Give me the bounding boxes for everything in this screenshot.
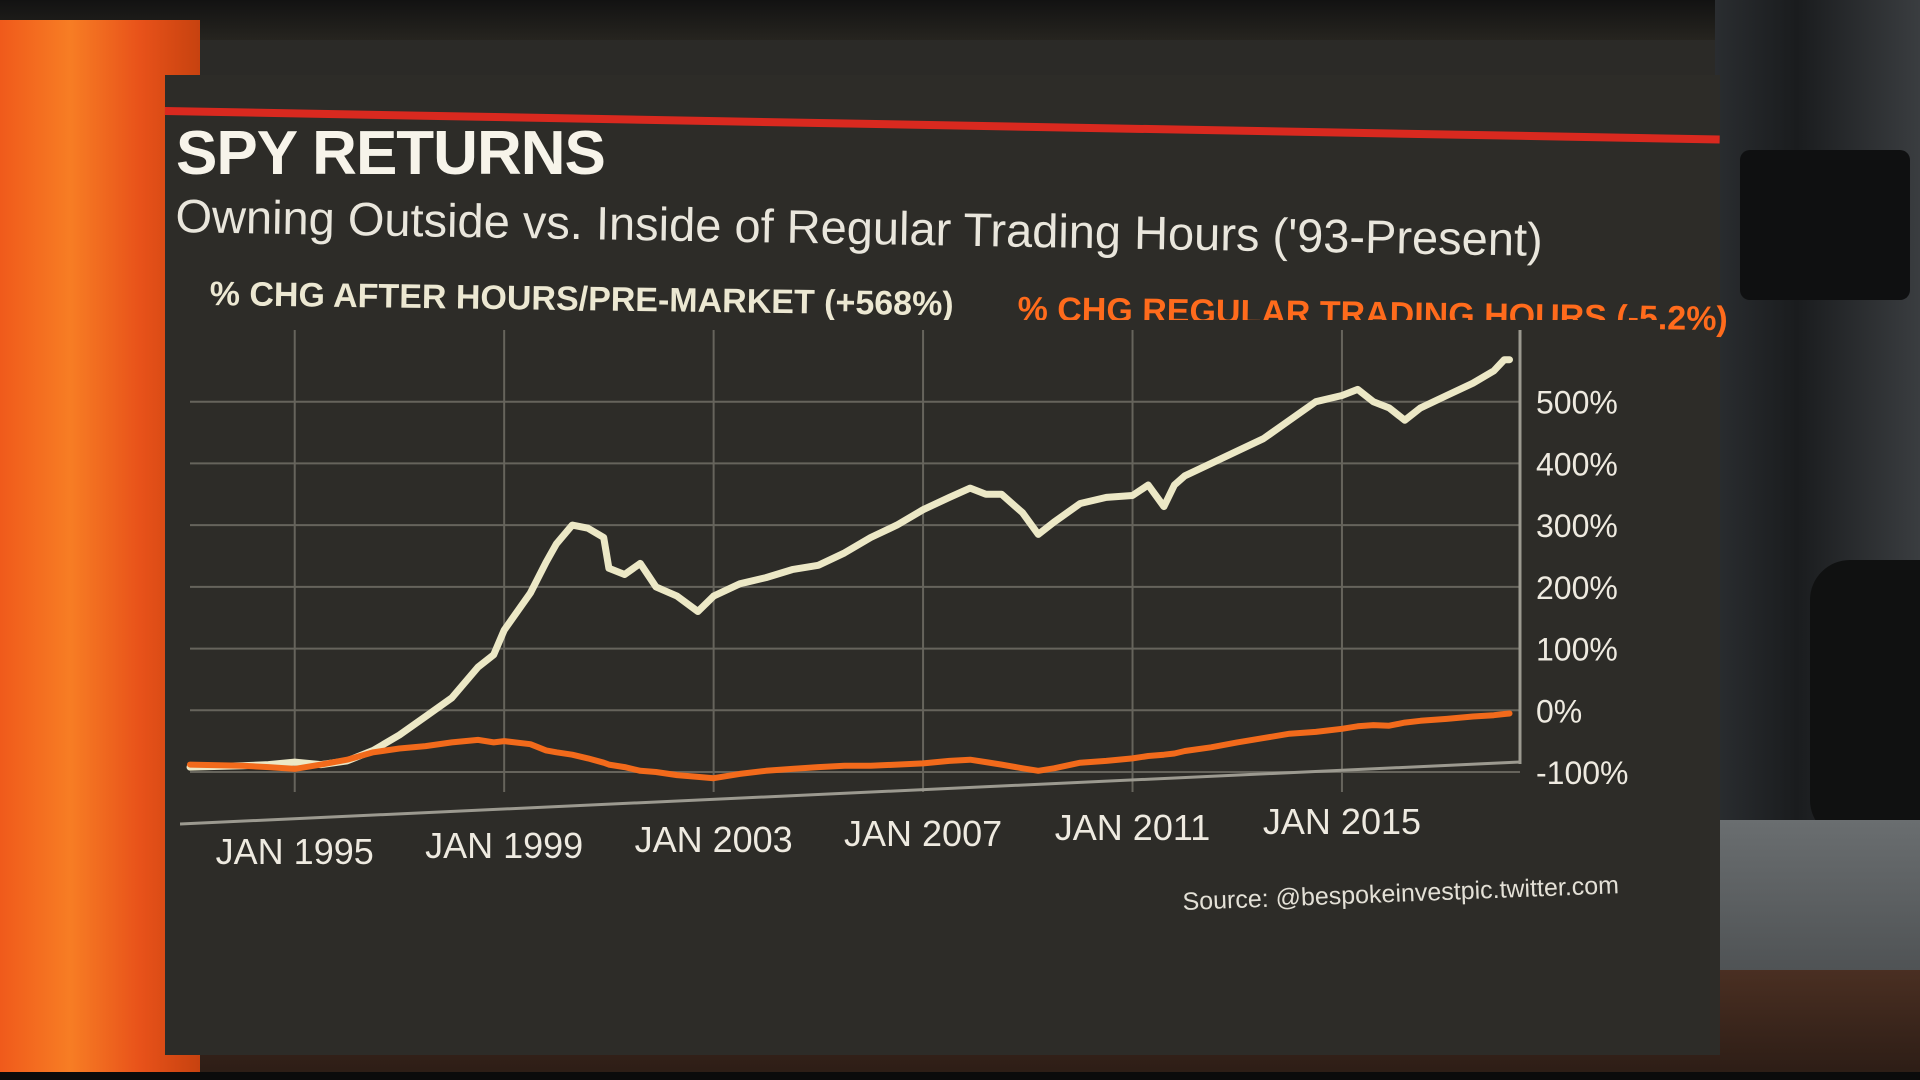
y-tick-label: 100% — [1536, 632, 1618, 668]
studio-ceiling — [0, 0, 1920, 40]
studio-camera-rig — [1740, 150, 1910, 300]
x-tick-label: JAN 2015 — [1263, 801, 1421, 842]
y-tick-label: 200% — [1536, 570, 1618, 606]
x-tick-label: JAN 2007 — [844, 813, 1002, 854]
series-regular-hours-line — [187, 710, 1513, 782]
studio-cable-coil — [1810, 560, 1920, 840]
y-tick-label: 300% — [1536, 508, 1618, 544]
x-tick-label: JAN 1999 — [425, 825, 583, 866]
y-tick-label: 400% — [1536, 446, 1618, 482]
x-tick-label: JAN 2003 — [635, 819, 793, 860]
y-tick-label: -100% — [1536, 755, 1629, 791]
x-axis-ticks: JAN 1995 JAN 1999 JAN 2003 JAN 2007 JAN 2011… — [216, 801, 1421, 872]
chart-title: SPY RETURNS — [176, 119, 606, 188]
bottom-letterbox — [0, 1072, 1920, 1080]
series — [186, 356, 1513, 782]
line-chart: JAN 1995 JAN 1999 JAN 2003 JAN 2007 JAN 2011… — [180, 320, 1660, 880]
x-axis-line — [180, 760, 1521, 826]
series-after-hours-line — [186, 356, 1513, 771]
y-tick-label: 0% — [1536, 693, 1582, 729]
y-axis-ticks: 500% 400% 300% 200% 100% 0% -100% — [1536, 385, 1629, 791]
plot-background — [180, 320, 1660, 880]
x-tick-label: JAN 2011 — [1055, 807, 1210, 848]
y-tick-label: 500% — [1536, 385, 1618, 421]
axes — [180, 330, 1522, 826]
x-tick-label: JAN 1995 — [216, 831, 374, 872]
